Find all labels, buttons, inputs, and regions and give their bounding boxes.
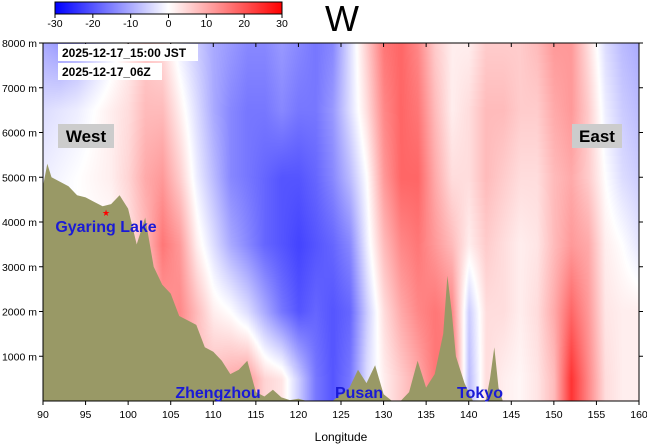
plot-area — [43, 43, 639, 401]
y-tick-label: 6000 m — [2, 128, 37, 140]
x-tick-label: 160 — [630, 409, 647, 421]
timestamp-jst-box — [58, 44, 198, 61]
x-tick-label: 90 — [37, 409, 49, 421]
y-axis-ticks: 1000 m 2000 m 3000 m 4000 m 5000 m 6000 m 7000… — [2, 38, 643, 363]
x-tick-label: 100 — [119, 409, 137, 421]
y-tick-label: 7000 m — [2, 83, 37, 95]
west-label-box — [58, 124, 114, 148]
colorbar-tick-label: -30 — [47, 18, 62, 30]
colorbar-ticks: -30 -20 -10 0 10 20 30 — [47, 14, 288, 30]
x-axis-label: Longitude — [315, 430, 368, 444]
colorbar-tick-label: -10 — [123, 18, 138, 30]
place-label-pusan: Pusan — [335, 385, 383, 402]
colorbar-tick-label: 0 — [166, 18, 172, 30]
y-tick-label: 1000 m — [2, 351, 37, 363]
timestamp-utc-box — [58, 63, 162, 80]
colorbar-tick-label: -20 — [85, 18, 100, 30]
x-tick-label: 120 — [290, 409, 308, 421]
gyaring-lake-marker-star: ★ — [102, 209, 110, 219]
x-tick-label: 135 — [417, 409, 435, 421]
colorbar-tick-label: 30 — [276, 18, 288, 30]
chart-title: W — [325, 0, 359, 39]
terrain-profile — [43, 163, 639, 401]
x-tick-label: 115 — [247, 409, 264, 421]
timestamp-jst: 2025-12-17_15:00 JST — [62, 46, 187, 60]
x-tick-label: 130 — [375, 409, 393, 421]
colorbar-tick-label: 10 — [200, 18, 212, 30]
y-tick-label: 4000 m — [2, 217, 37, 229]
x-tick-label: 125 — [332, 409, 350, 421]
x-axis-ticks: 90 95 100 105 110 115 120 125 130 135 140 145 150 155… — [37, 43, 647, 421]
y-tick-label: 2000 m — [2, 307, 37, 319]
colorbar-tick-label: 20 — [238, 18, 250, 30]
x-tick-label: 150 — [545, 409, 563, 421]
y-tick-label: 8000 m — [2, 38, 37, 50]
east-label-box — [572, 124, 622, 148]
x-tick-label: 105 — [162, 409, 180, 421]
x-tick-label: 145 — [503, 409, 521, 421]
colorbar — [54, 1, 283, 15]
x-tick-label: 110 — [205, 409, 222, 421]
x-tick-label: 140 — [460, 409, 478, 421]
timestamp-utc: 2025-12-17_06Z — [62, 65, 151, 79]
y-tick-label: 3000 m — [2, 262, 37, 274]
place-label-zhengzhou: Zhengzhou — [175, 385, 260, 402]
place-label-gyaring-lake: Gyaring Lake — [55, 219, 156, 236]
x-tick-label: 155 — [588, 409, 606, 421]
x-tick-label: 95 — [80, 409, 92, 421]
west-label: West — [66, 127, 107, 146]
east-label: East — [579, 127, 615, 146]
place-label-tokyo: Tokyo — [457, 385, 503, 402]
y-tick-label: 5000 m — [2, 172, 37, 184]
